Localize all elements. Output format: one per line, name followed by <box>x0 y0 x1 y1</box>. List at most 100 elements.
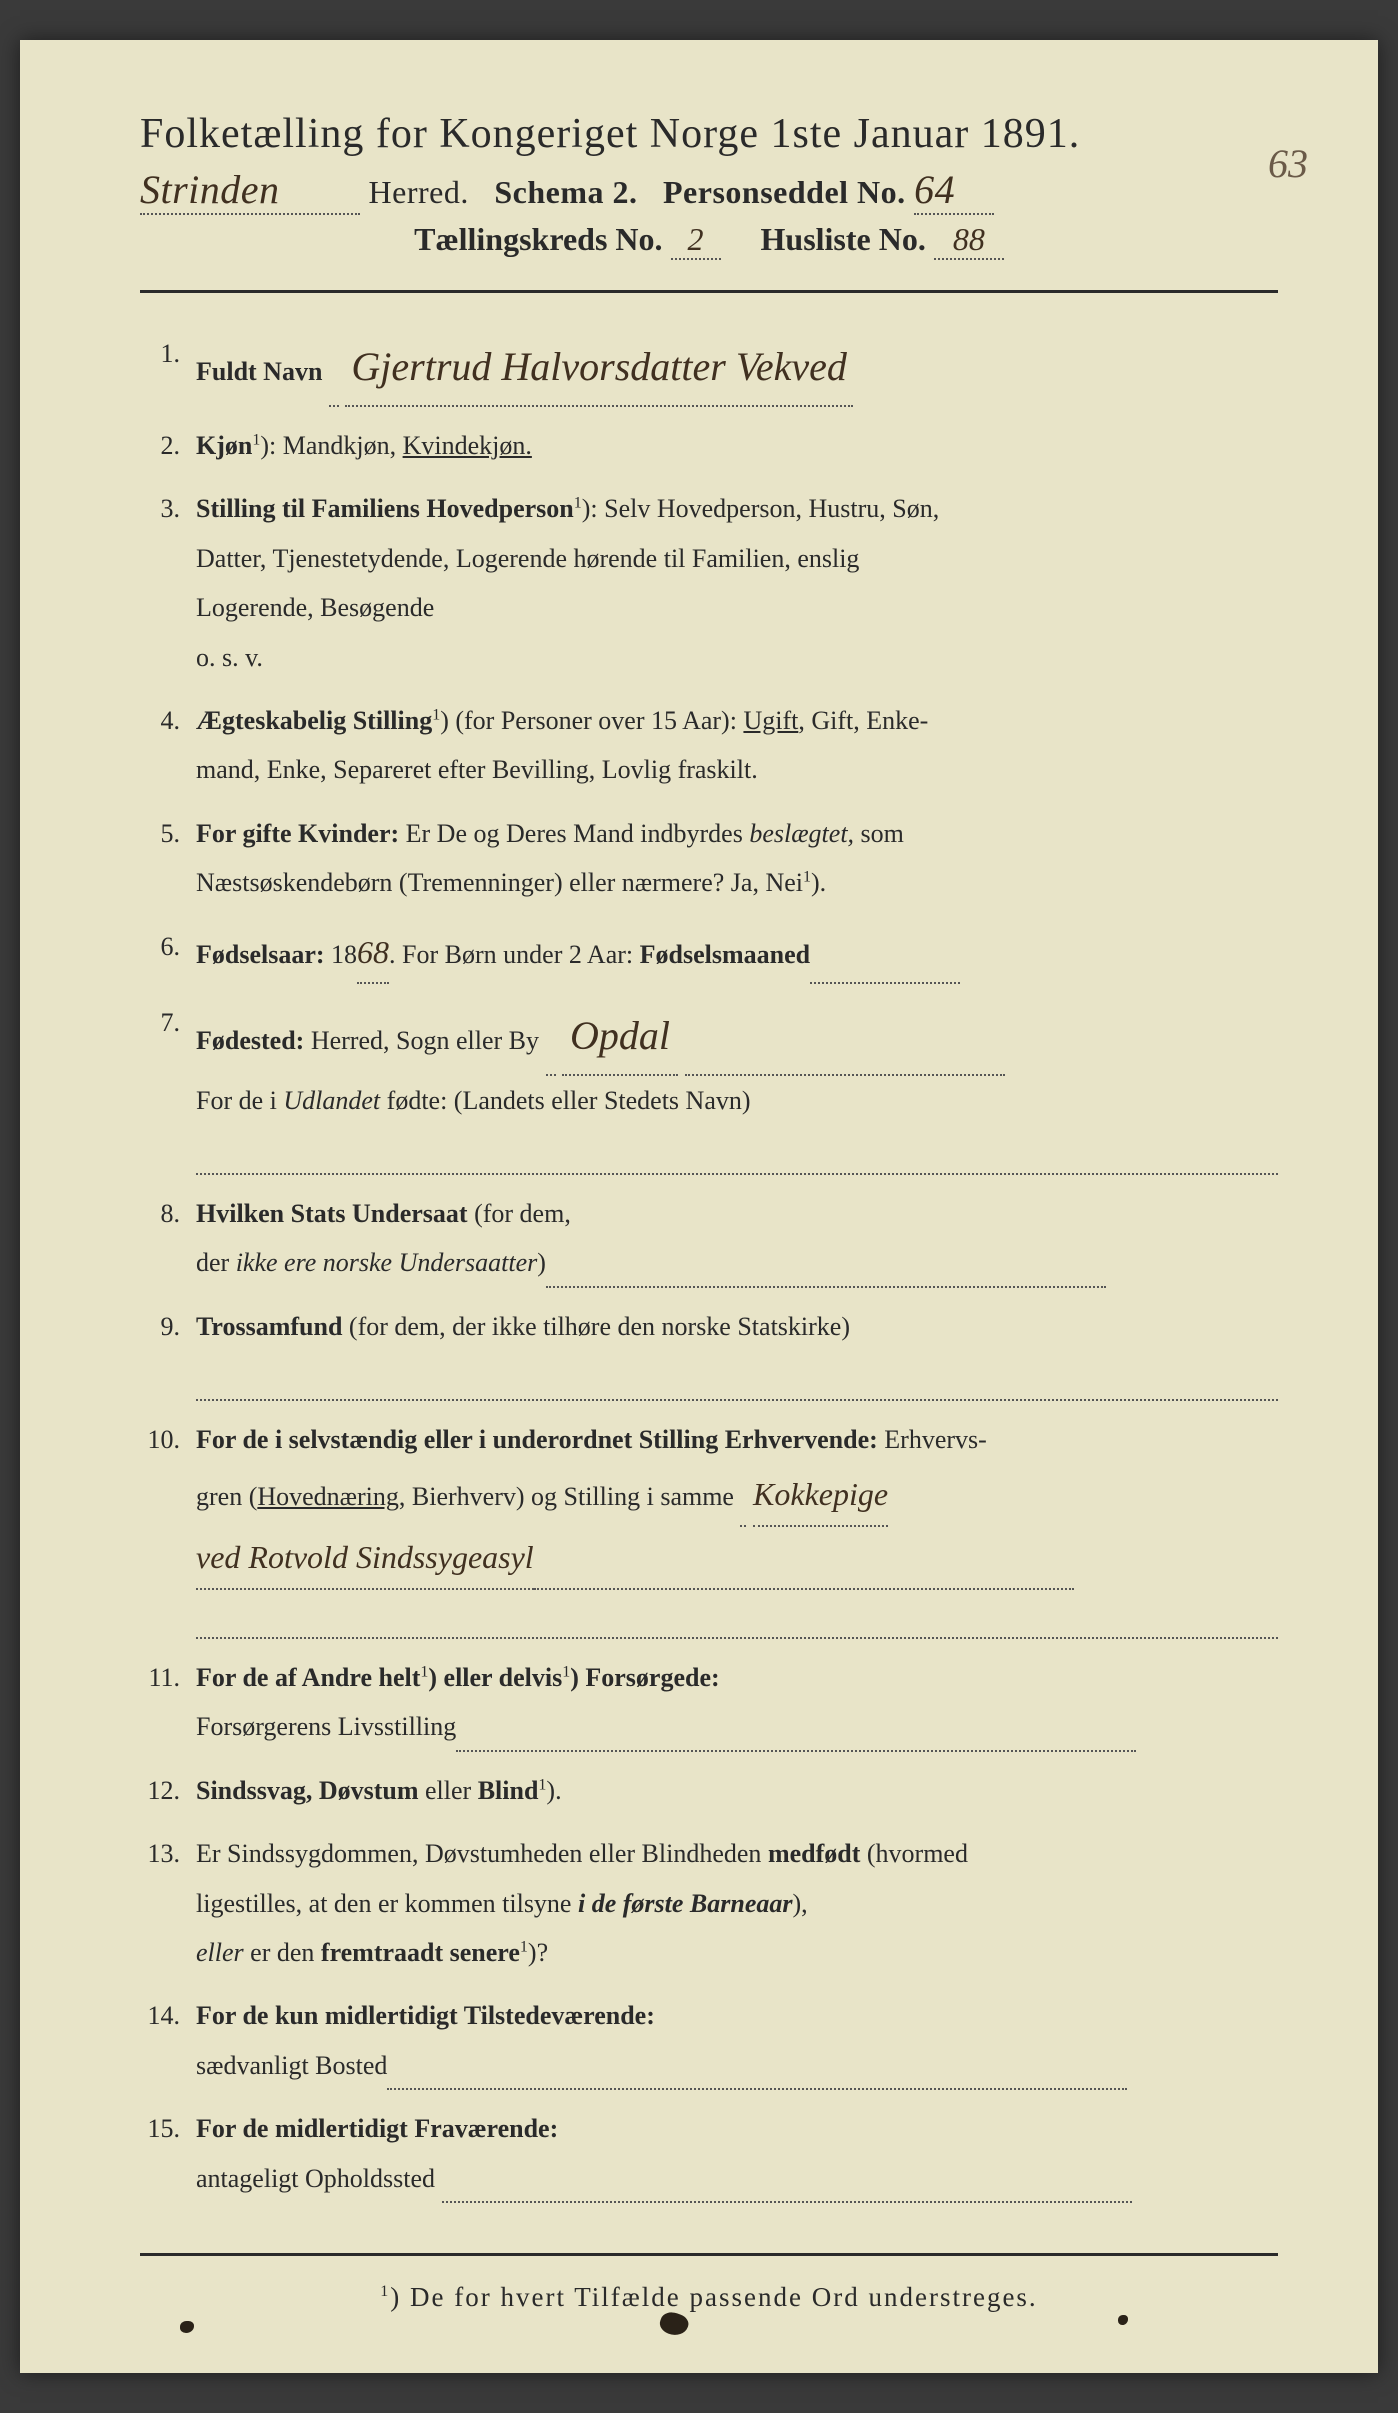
item-3-line3: Logerende, Besøgende <box>196 593 434 622</box>
item-2-label: Kjøn <box>196 431 252 460</box>
item-14-line2: sædvanligt Bosted <box>196 2051 387 2080</box>
item-9-label: Trossamfund <box>196 1312 342 1341</box>
item-13-line2b: ), <box>792 1889 807 1918</box>
item-5-line2: Næstsøskendebørn (Tremenninger) eller næ… <box>196 868 803 897</box>
personseddel-label: Personseddel No. <box>663 174 906 210</box>
item-13-line1b: (hvormed <box>860 1839 968 1868</box>
item-1-num: 1. <box>140 329 196 407</box>
item-13-b1: medfødt <box>768 1839 860 1868</box>
item-3-sup: 1 <box>574 495 582 512</box>
item-2-text-a: ): Mandkjøn, <box>260 431 402 460</box>
item-8-label: Hvilken Stats Undersaat <box>196 1199 468 1228</box>
item-10-label: For de i selvstændig eller i underordnet… <box>196 1425 878 1454</box>
item-10-line1: Erhvervs- <box>878 1425 987 1454</box>
item-15: 15. For de midlertidigt Fraværende: anta… <box>140 2104 1278 2203</box>
item-15-line2: antageligt Opholdssted <box>196 2164 435 2193</box>
item-11-mid: ) eller delvis <box>428 1663 562 1692</box>
item-3-num: 3. <box>140 484 196 682</box>
ink-blot-icon <box>180 2321 194 2333</box>
item-13-em2: eller <box>196 1938 244 1967</box>
item-12-label2: Blind <box>478 1776 539 1805</box>
item-4: 4. Ægteskabelig Stilling1) (for Personer… <box>140 696 1278 795</box>
item-6: 6. Fødselsaar: 1868. For Børn under 2 Aa… <box>140 922 1278 985</box>
item-3-label: Stilling til Familiens Hovedperson <box>196 494 574 523</box>
item-4-text2: , Gift, Enke- <box>798 706 928 735</box>
husliste-handwritten: 88 <box>934 221 1004 260</box>
item-4-num: 4. <box>140 696 196 795</box>
item-4-text1: ) (for Personer over 15 Aar): <box>440 706 743 735</box>
item-8-em: ikke ere norske Undersaatter <box>236 1248 538 1277</box>
item-5-label: For gifte Kvinder: <box>196 819 399 848</box>
item-5-line2b: ). <box>811 868 826 897</box>
item-6-num: 6. <box>140 922 196 985</box>
item-1: 1. Fuldt Navn Gjertrud Halvorsdatter Vek… <box>140 329 1278 407</box>
item-9: 9. Trossamfund (for dem, der ikke tilhør… <box>140 1302 1278 1401</box>
ink-blot-icon <box>657 2309 691 2339</box>
item-9-text: (for dem, der ikke tilhøre den norske St… <box>342 1312 850 1341</box>
item-11-line2: Forsørgerens Livsstilling <box>196 1712 456 1741</box>
item-3-line1: ): Selv Hovedperson, Hustru, Søn, <box>582 494 939 523</box>
item-15-num: 15. <box>140 2104 196 2203</box>
item-12-tail: ). <box>546 1776 561 1805</box>
item-8-num: 8. <box>140 1189 196 1288</box>
header-line-3: Tællingskreds No. 2 Husliste No. 88 <box>140 221 1278 260</box>
item-11: 11. For de af Andre helt1) eller delvis1… <box>140 1653 1278 1752</box>
item-8-line2: der <box>196 1248 236 1277</box>
item-13-num: 13. <box>140 1829 196 1977</box>
item-1-label: Fuldt Navn <box>196 357 322 386</box>
item-8: 8. Hvilken Stats Undersaat (for dem, der… <box>140 1189 1278 1288</box>
herred-label: Herred. <box>369 174 469 210</box>
personseddel-handwritten: 64 <box>914 166 994 215</box>
item-3: 3. Stilling til Familiens Hovedperson1):… <box>140 484 1278 682</box>
item-10-num: 10. <box>140 1415 196 1639</box>
item-13-em1: i de første Barneaar <box>578 1889 793 1918</box>
item-12-num: 12. <box>140 1766 196 1815</box>
item-5-em1: beslægtet, <box>749 819 854 848</box>
item-7-handwritten: Opdal <box>562 998 678 1076</box>
item-5-line1: Er De og Deres Mand indbyrdes <box>399 819 749 848</box>
item-6-label: Fødselsaar: <box>196 940 325 969</box>
item-10: 10. For de i selvstændig eller i underor… <box>140 1415 1278 1639</box>
item-5: 5. For gifte Kvinder: Er De og Deres Man… <box>140 809 1278 908</box>
item-5-sup: 1 <box>803 868 811 885</box>
bottom-rule <box>140 2253 1278 2256</box>
item-4-label: Ægteskabelig Stilling <box>196 706 432 735</box>
item-13-line2a: ligestilles, at den er kommen tilsyne <box>196 1889 578 1918</box>
item-12-mid: eller <box>419 1776 478 1805</box>
item-13-sup: 1 <box>520 1938 528 1955</box>
item-2-num: 2. <box>140 421 196 470</box>
census-form-page: 63 Folketælling for Kongeriget Norge 1st… <box>20 40 1378 2373</box>
item-12: 12. Sindssvag, Døvstum eller Blind1). <box>140 1766 1278 1815</box>
item-3-line4: o. s. v. <box>196 643 263 672</box>
item-8-text1: (for dem, <box>468 1199 571 1228</box>
form-title: Folketælling for Kongeriget Norge 1ste J… <box>140 110 1278 158</box>
schema-label: Schema 2. <box>494 174 637 210</box>
item-13-line1a: Er Sindssygdommen, Døvstumheden eller Bl… <box>196 1839 768 1868</box>
item-11-label: For de af Andre helt <box>196 1663 420 1692</box>
item-4-line2: mand, Enke, Separeret efter Bevilling, L… <box>196 755 758 784</box>
item-6-text2: . For Børn under 2 Aar: <box>389 940 640 969</box>
item-7-line2a: For de i <box>196 1086 283 1115</box>
item-15-label: For de midlertidigt Fraværende: <box>196 2114 558 2143</box>
item-9-num: 9. <box>140 1302 196 1401</box>
item-10-hw2: ved Rotvold Sindssygeasyl <box>196 1527 534 1590</box>
item-14-label: For de kun midlertidigt Tilstedeværende: <box>196 2001 655 2030</box>
items-list: 1. Fuldt Navn Gjertrud Halvorsdatter Vek… <box>140 329 1278 2203</box>
item-10-underlined: Hovednæring <box>257 1482 399 1511</box>
item-14-num: 14. <box>140 1991 196 2090</box>
item-2: 2. Kjøn1): Mandkjøn, Kvindekjøn. <box>140 421 1278 470</box>
corner-page-number: 63 <box>1268 140 1308 187</box>
item-6-prefix: 18 <box>325 940 358 969</box>
item-10-line2a: gren ( <box>196 1482 257 1511</box>
item-7-line2b: fødte: (Landets eller Stedets Navn) <box>380 1086 750 1115</box>
item-4-underlined: Ugift <box>743 706 798 735</box>
item-7-num: 7. <box>140 998 196 1175</box>
header-line-2: Strinden Herred. Schema 2. Personseddel … <box>140 166 1278 215</box>
taellingskreds-label: Tællingskreds No. <box>414 221 662 257</box>
footnote-sup: 1 <box>380 2283 390 2300</box>
item-8-line2b: ) <box>537 1248 546 1277</box>
husliste-label: Husliste No. <box>761 221 926 257</box>
ink-blot-icon <box>1118 2315 1128 2325</box>
item-13-b2: fremtraadt senere <box>321 1938 520 1967</box>
item-10-hw1: Kokkepige <box>753 1464 888 1527</box>
